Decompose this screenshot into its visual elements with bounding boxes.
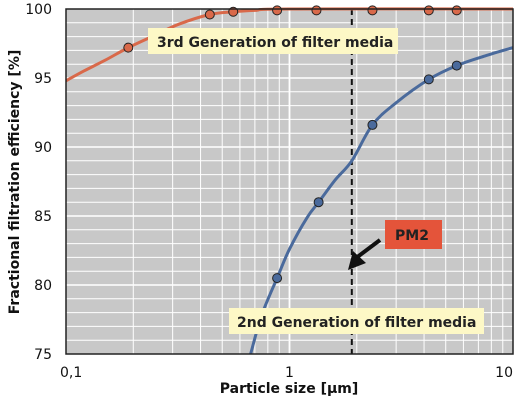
pm2-arrow-shaft <box>354 238 382 260</box>
y-tick-label: 80 <box>34 278 52 294</box>
pm2-label-text: PM2 <box>395 228 429 244</box>
data-point <box>272 5 283 16</box>
y-tick-label: 95 <box>34 71 52 87</box>
y-tick-label: 85 <box>34 209 52 225</box>
data-point <box>451 5 462 16</box>
data-point <box>123 42 134 53</box>
x-axis-title: Particle size [µm] <box>220 381 359 397</box>
y-tick-label: 100 <box>25 2 52 18</box>
data-point <box>451 60 462 71</box>
series-label-3rd-gen: 3rd Generation of filter media <box>148 28 398 54</box>
plot-frame <box>65 8 514 355</box>
data-point <box>313 197 324 208</box>
pm2-arrow-head <box>348 251 366 270</box>
data-point <box>204 9 215 20</box>
x-tick-label: 1 <box>285 365 294 381</box>
y-tick-label: 90 <box>34 140 52 156</box>
x-tick-labels: 0,1 1 10 <box>60 365 513 381</box>
series-label-3rd-gen-text: 3rd Generation of filter media <box>157 35 393 51</box>
grid-lines <box>66 9 513 354</box>
data-point <box>272 273 283 284</box>
data-point <box>423 74 434 85</box>
data-point <box>367 5 378 16</box>
data-point <box>311 5 322 16</box>
series-label-2nd-gen-box <box>229 308 484 334</box>
pm2-label-box <box>385 220 442 249</box>
y-axis-title: Fractional filtration efficiency [%] <box>7 50 23 314</box>
data-point <box>367 119 378 130</box>
series-label-2nd-gen: 2nd Generation of filter media <box>229 308 484 334</box>
x-tick-label: 0,1 <box>60 365 82 381</box>
data-point <box>423 5 434 16</box>
y-tick-labels: 75 80 85 90 95 100 <box>25 2 52 363</box>
pm2-annotation: PM2 <box>348 220 442 270</box>
y-tick-label: 75 <box>34 347 52 363</box>
x-tick-label: 10 <box>495 365 513 381</box>
series-label-2nd-gen-text: 2nd Generation of filter media <box>237 315 476 331</box>
series-label-3rd-gen-box <box>148 28 398 54</box>
